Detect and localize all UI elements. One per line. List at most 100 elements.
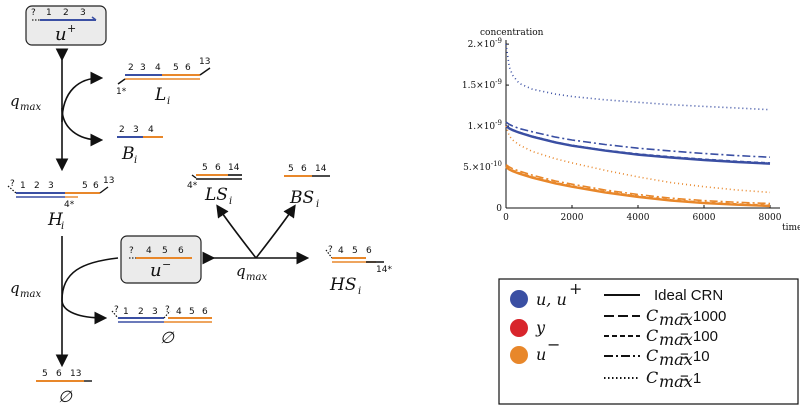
svg-text:i: i	[316, 199, 319, 210]
arc-to-BS	[255, 204, 296, 259]
svg-text:= 100: = 100	[680, 328, 718, 345]
svg-text:6: 6	[178, 246, 184, 256]
series-line-8	[505, 163, 771, 205]
svg-text:13: 13	[70, 369, 81, 379]
svg-text:max: max	[20, 102, 41, 113]
svg-text:max: max	[659, 372, 693, 391]
reaction-diagram: ? 1 2 3 u + q max 2 3 4 5 6 13	[7, 5, 392, 406]
x-tick-label: 6000	[693, 213, 716, 223]
svg-text:6: 6	[215, 163, 221, 173]
svg-text:3: 3	[152, 307, 158, 317]
svg-text:13: 13	[199, 57, 210, 67]
u-plus-label: u	[55, 24, 67, 45]
svg-text:q: q	[10, 92, 20, 110]
svg-text:C: C	[646, 306, 658, 325]
svg-text:u, u: u, u	[536, 290, 567, 309]
svg-text:max: max	[659, 330, 693, 349]
svg-text:+: +	[569, 279, 582, 298]
arc-to-B	[61, 107, 104, 147]
svg-text:6: 6	[366, 246, 372, 256]
svg-text:max: max	[659, 310, 693, 329]
svg-text:4: 4	[146, 246, 152, 256]
svg-text:4: 4	[176, 307, 182, 317]
svg-text:6: 6	[301, 164, 307, 174]
node-empty-1: ? 1 2 3 ? 4 5 6 ∅	[111, 305, 212, 347]
svg-text:3: 3	[140, 63, 146, 73]
svg-text:1: 1	[46, 8, 52, 18]
y-tick-label: 1.×10-9	[468, 119, 502, 132]
svg-text:C: C	[646, 346, 658, 365]
legend-line-1: C max = 1	[604, 368, 701, 391]
svg-text:6: 6	[202, 307, 208, 317]
svg-text:i: i	[167, 96, 170, 107]
svg-text:∅: ∅	[58, 387, 73, 406]
arc-to-L	[61, 71, 104, 123]
svg-text:4*: 4*	[64, 200, 75, 210]
series-line-4	[505, 43, 771, 111]
rate-label-2: q max	[10, 279, 41, 300]
series-line-3	[505, 121, 771, 158]
svg-text:5: 5	[42, 369, 48, 379]
svg-text:= 1000: = 1000	[680, 308, 726, 325]
svg-text:3: 3	[80, 8, 86, 18]
svg-text:1: 1	[20, 181, 26, 191]
series-line-5	[505, 166, 771, 208]
svg-text:3: 3	[48, 181, 54, 191]
x-tick-label: 4000	[627, 213, 650, 223]
x-tick-label: 0	[503, 213, 509, 223]
x-tick-label: 2000	[561, 213, 584, 223]
series-line-0	[505, 125, 771, 165]
svg-text:?: ?	[10, 179, 15, 189]
y-tick-label: 2.×10-9	[468, 37, 502, 50]
svg-text:−: −	[162, 258, 171, 271]
svg-text:2: 2	[119, 125, 125, 135]
svg-text:BS: BS	[289, 188, 314, 208]
svg-text:2: 2	[138, 307, 144, 317]
series-line-7	[505, 165, 771, 206]
svg-text:14: 14	[228, 163, 240, 173]
svg-text:2: 2	[128, 63, 134, 73]
svg-text:+: +	[67, 22, 76, 35]
svg-text:4*: 4*	[187, 181, 198, 191]
x-tick-label: 8000	[759, 213, 782, 223]
svg-text:5: 5	[173, 63, 179, 73]
svg-text:−: −	[547, 335, 560, 354]
svg-text:max: max	[246, 272, 267, 283]
legend-line-100: C max = 100	[604, 326, 718, 349]
arc-to-LS	[216, 204, 257, 259]
svg-text:4: 4	[338, 246, 344, 256]
svg-text:3: 3	[133, 125, 139, 135]
svg-text:6: 6	[56, 369, 62, 379]
svg-text:4: 4	[155, 63, 161, 73]
svg-text:i: i	[134, 155, 137, 166]
legend-line-10: C max = 10	[604, 346, 710, 369]
svg-text:?: ?	[129, 246, 134, 256]
svg-text:4: 4	[148, 125, 154, 135]
node-HS: ? 4 5 6 14* HS i	[325, 245, 392, 297]
y-tick-label: 5.×10-10	[463, 160, 502, 173]
y-axis-label: concentration	[480, 28, 544, 38]
svg-text:5: 5	[352, 246, 358, 256]
series-line-2	[505, 125, 771, 164]
node-u-plus: ? 1 2 3 u +	[25, 5, 107, 46]
svg-text:i: i	[229, 196, 232, 207]
svg-text:y: y	[535, 318, 546, 337]
svg-text:C: C	[646, 326, 658, 345]
svg-text:5: 5	[202, 163, 208, 173]
y-tick-label: 0	[496, 204, 502, 214]
svg-text:14*: 14*	[376, 265, 392, 275]
node-B: 2 3 4 B i	[117, 125, 163, 166]
node-empty-2: 5 6 13 ∅	[36, 369, 92, 406]
svg-text:q: q	[236, 262, 246, 280]
svg-text:H: H	[47, 210, 64, 230]
svg-text:5: 5	[162, 246, 168, 256]
svg-text:5: 5	[288, 164, 294, 174]
svg-text:1*: 1*	[116, 87, 127, 97]
series-line-1	[505, 125, 771, 165]
legend-line-ideal: Ideal CRN	[604, 287, 723, 304]
svg-text:?: ?	[114, 305, 119, 315]
svg-text:?: ?	[165, 305, 170, 315]
svg-text:= 10: = 10	[680, 348, 710, 365]
svg-text:B: B	[121, 144, 135, 164]
